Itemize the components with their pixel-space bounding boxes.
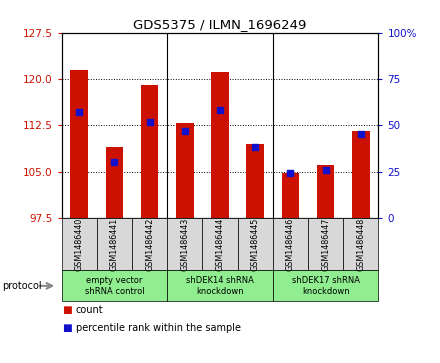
Bar xyxy=(141,85,158,218)
Bar xyxy=(176,123,194,218)
Text: GSM1486443: GSM1486443 xyxy=(180,217,189,271)
Text: shDEK17 shRNA
knockdown: shDEK17 shRNA knockdown xyxy=(292,276,359,295)
Text: GSM1486446: GSM1486446 xyxy=(286,217,295,271)
Text: GSM1486448: GSM1486448 xyxy=(356,217,365,271)
Point xyxy=(357,131,364,137)
Text: GSM1486447: GSM1486447 xyxy=(321,217,330,271)
Bar xyxy=(211,72,229,218)
Text: protocol: protocol xyxy=(2,281,42,291)
Text: GSM1486441: GSM1486441 xyxy=(110,217,119,271)
Text: GSM1486440: GSM1486440 xyxy=(75,217,84,271)
Point xyxy=(76,109,83,115)
Bar xyxy=(106,147,123,218)
Point xyxy=(146,119,153,125)
Point xyxy=(252,144,259,150)
Text: GSM1486445: GSM1486445 xyxy=(251,217,260,271)
Text: ■: ■ xyxy=(62,323,71,333)
Point xyxy=(181,128,188,134)
Text: count: count xyxy=(76,305,103,315)
Text: GSM1486442: GSM1486442 xyxy=(145,217,154,271)
Text: percentile rank within the sample: percentile rank within the sample xyxy=(76,323,241,333)
Point xyxy=(111,159,118,165)
Title: GDS5375 / ILMN_1696249: GDS5375 / ILMN_1696249 xyxy=(133,19,307,32)
Bar xyxy=(282,173,299,218)
Bar xyxy=(317,165,334,218)
Point xyxy=(322,167,329,172)
Text: shDEK14 shRNA
knockdown: shDEK14 shRNA knockdown xyxy=(186,276,254,295)
Point xyxy=(287,171,294,176)
Text: GSM1486444: GSM1486444 xyxy=(216,217,224,271)
Point xyxy=(216,107,224,113)
Text: empty vector
shRNA control: empty vector shRNA control xyxy=(84,276,144,295)
Bar xyxy=(70,70,88,218)
Bar xyxy=(246,144,264,218)
Bar xyxy=(352,131,370,218)
Text: ■: ■ xyxy=(62,305,71,315)
